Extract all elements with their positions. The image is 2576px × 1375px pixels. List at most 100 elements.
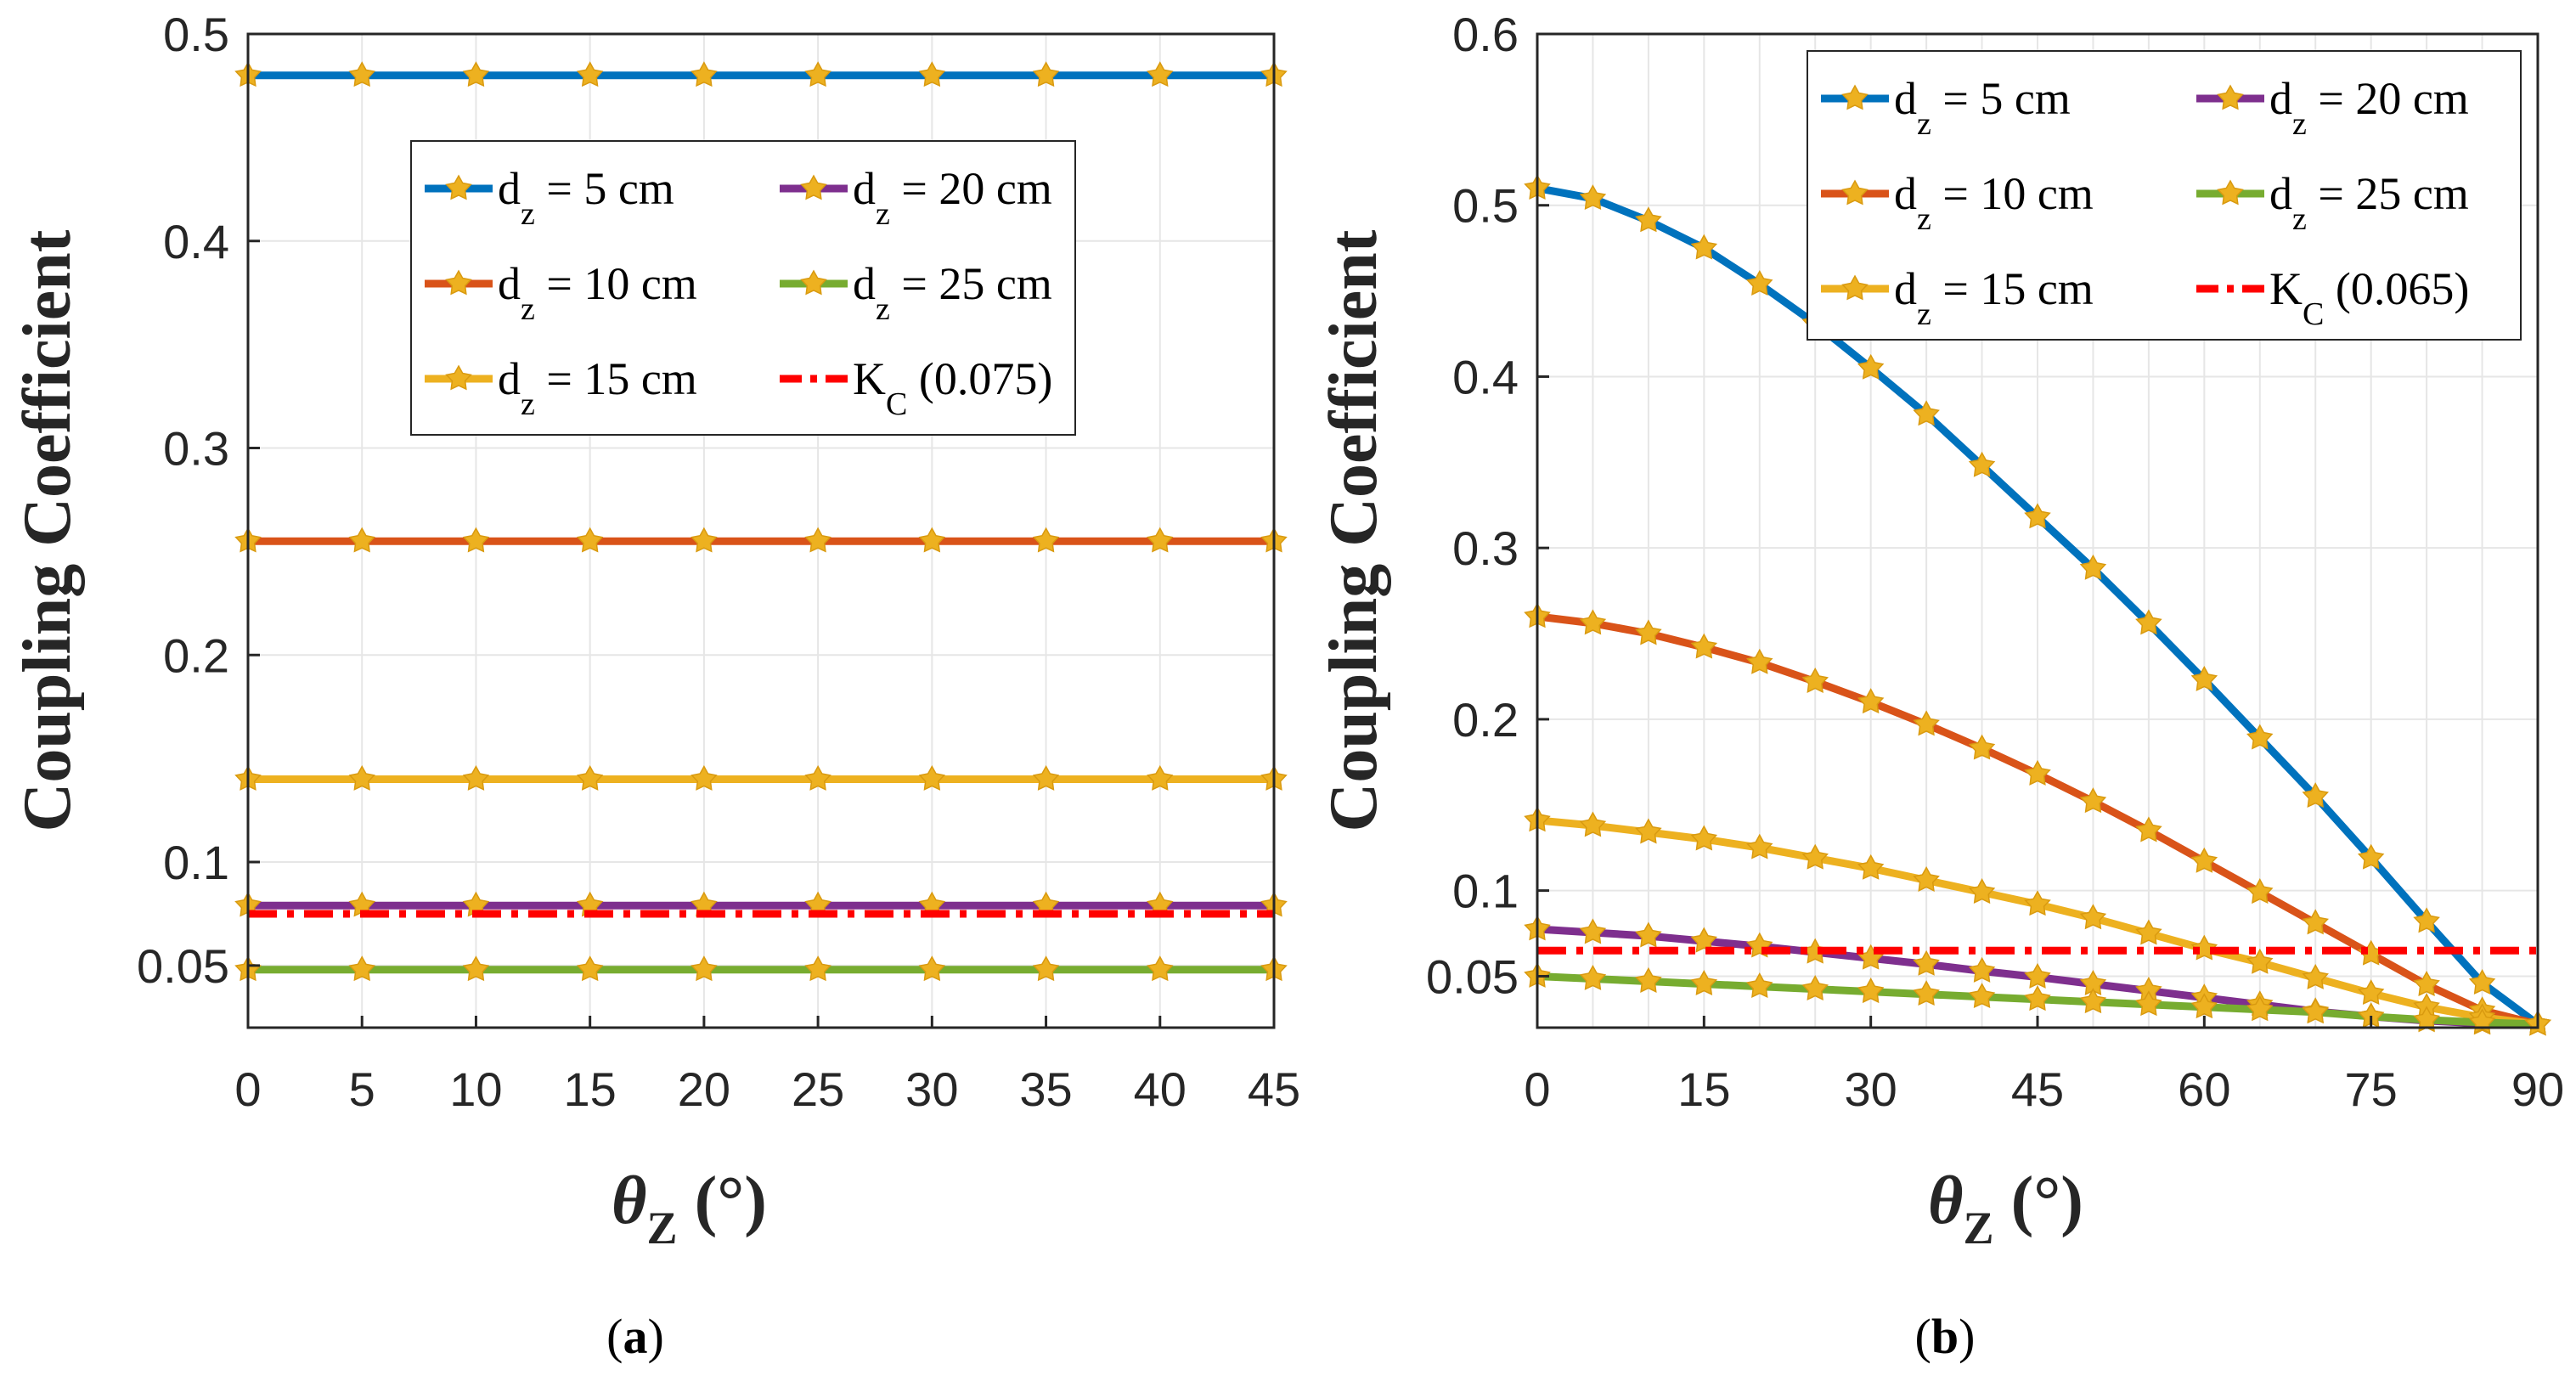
data-point xyxy=(1913,865,1940,892)
data-point xyxy=(918,527,946,553)
data-point xyxy=(1032,61,1060,87)
panel-a: 0 5 10 15 20 25 30 35 40 45 0.05 0.1 0.2 0.3 0.4 0.5 Cou… xyxy=(10,8,1300,1364)
data-point xyxy=(348,527,375,553)
x-tick-label: 0 xyxy=(1524,1062,1550,1116)
data-point xyxy=(348,61,375,87)
data-point xyxy=(2024,759,2051,786)
legend-label: dz = 25 cm xyxy=(853,258,1052,327)
x-tick-label: 40 xyxy=(1134,1062,1187,1116)
data-point xyxy=(1690,970,1718,995)
legend-marker xyxy=(1841,274,1869,301)
panel-b: 0 15 30 45 60 75 90 0.05 0.1 0.2 0.3 0.4 0.5 0.6 Coupl… xyxy=(1316,8,2564,1364)
x-tick-label: 5 xyxy=(349,1062,375,1116)
y-tick-label: 0.05 xyxy=(1426,950,1519,1003)
series-line-3 xyxy=(234,764,1288,791)
legend-marker xyxy=(800,269,827,296)
data-point xyxy=(2190,665,2218,691)
data-point xyxy=(918,764,946,791)
y-tick-label: 0.5 xyxy=(163,8,229,61)
data-point xyxy=(462,764,490,791)
x-tick-label: 10 xyxy=(449,1062,502,1116)
y-tick-label: 0.3 xyxy=(1452,521,1519,575)
data-point xyxy=(348,764,375,791)
data-point xyxy=(1579,964,1607,990)
data-point xyxy=(1147,955,1174,982)
legend-marker xyxy=(2217,84,2244,110)
data-point xyxy=(1147,764,1174,791)
data-point xyxy=(1857,353,1885,380)
data-point xyxy=(2302,998,2329,1024)
y-tick-label: 0.2 xyxy=(1452,693,1519,747)
y-tick-label: 0.2 xyxy=(163,628,229,682)
legend-entry-5: dz = 25 cm xyxy=(2196,168,2469,237)
data-point xyxy=(1913,710,1940,736)
data-point xyxy=(1579,184,1607,211)
legend-entry-3: dz = 15 cm xyxy=(425,353,697,422)
data-point xyxy=(2079,988,2107,1014)
data-point xyxy=(1579,918,1607,944)
legend-box xyxy=(1807,50,2522,341)
legend-entry-3: dz = 15 cm xyxy=(1821,263,2094,332)
data-point xyxy=(2079,554,2107,580)
data-point xyxy=(1801,843,1829,870)
data-point xyxy=(1635,818,1662,844)
legend: dz = 5 cm dz = 10 cm dz = 15 cm dz = 20 cm d… xyxy=(1807,50,2522,341)
legend-marker xyxy=(800,174,827,200)
data-point xyxy=(2024,890,2051,916)
data-point xyxy=(2135,609,2162,635)
data-point xyxy=(576,61,604,87)
data-point xyxy=(1635,966,1662,993)
data-point xyxy=(2413,907,2440,933)
data-point xyxy=(1579,609,1607,635)
legend-entry-threshold: KC (0.075) xyxy=(780,353,1052,422)
data-point xyxy=(1857,978,1885,1004)
legend-marker xyxy=(445,269,472,296)
data-point xyxy=(2135,816,2162,842)
data-point xyxy=(1801,975,1829,1000)
data-point xyxy=(2357,843,2385,870)
data-point xyxy=(2413,971,2440,996)
legend-label: dz = 20 cm xyxy=(2269,73,2469,142)
data-point xyxy=(1746,269,1773,296)
data-point xyxy=(2190,993,2218,1019)
y-axis-label: Coupling Coefficient xyxy=(1316,229,1391,831)
series-line-5 xyxy=(234,955,1288,982)
legend-label: dz = 5 cm xyxy=(1894,73,2071,142)
data-point xyxy=(462,955,490,982)
data-point xyxy=(1968,956,1996,983)
data-point xyxy=(2079,787,2107,814)
data-point xyxy=(1635,619,1662,645)
data-point xyxy=(804,61,831,87)
y-tick-label: 0.05 xyxy=(137,939,229,993)
data-point xyxy=(1968,734,1996,760)
data-point xyxy=(2135,919,2162,945)
data-point xyxy=(2302,909,2329,935)
data-point xyxy=(576,527,604,553)
y-axis-label: Coupling Coefficient xyxy=(10,229,85,831)
data-point xyxy=(804,764,831,791)
data-point xyxy=(1147,527,1174,553)
data-point xyxy=(691,764,718,791)
data-point xyxy=(2024,985,2051,1012)
legend-marker xyxy=(2217,179,2244,206)
x-tick-label: 35 xyxy=(1019,1062,1072,1116)
series-line-1 xyxy=(1524,174,2551,1036)
data-point xyxy=(2246,878,2274,904)
legend-label: dz = 20 cm xyxy=(853,163,1052,232)
data-point xyxy=(691,955,718,982)
data-point xyxy=(2302,782,2329,809)
axes-box xyxy=(246,32,1276,1029)
legend-entry-2: dz = 10 cm xyxy=(1821,168,2094,237)
legend-label: dz = 10 cm xyxy=(1894,168,2094,237)
data-point xyxy=(462,527,490,553)
data-point xyxy=(2468,969,2496,995)
y-tick-label: 0.3 xyxy=(163,422,229,476)
data-point xyxy=(804,527,831,553)
y-tick-label: 0.1 xyxy=(163,836,229,889)
data-point xyxy=(1635,206,1662,233)
data-point xyxy=(2024,962,2051,989)
x-tick-label: 20 xyxy=(678,1062,730,1116)
data-point xyxy=(1690,825,1718,851)
data-point xyxy=(1690,633,1718,659)
